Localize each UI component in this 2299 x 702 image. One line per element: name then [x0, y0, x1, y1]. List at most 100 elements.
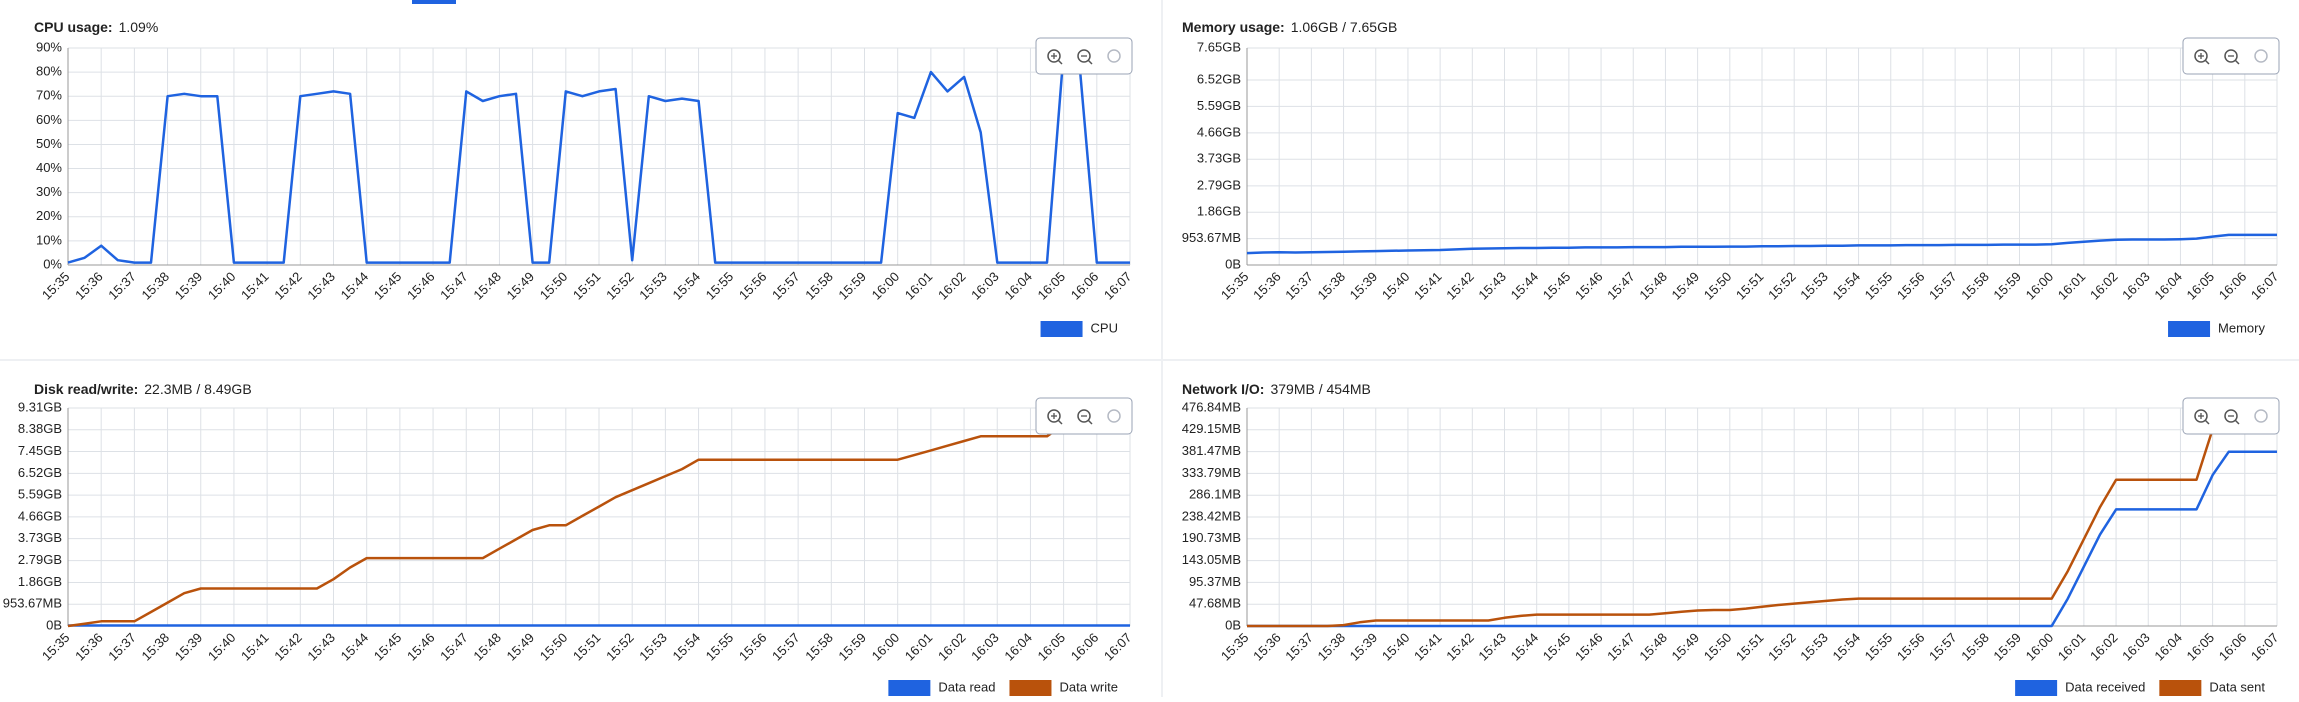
x-tick-label: 15:52 [1765, 630, 1799, 664]
zoom-in-button[interactable] [2194, 49, 2210, 65]
x-tick-label: 15:54 [1829, 269, 1863, 303]
y-tick-label: 5.59GB [18, 487, 62, 502]
x-tick-label: 15:58 [802, 269, 836, 303]
x-tick-label: 15:43 [304, 269, 338, 303]
x-tick-label: 15:54 [669, 269, 703, 303]
zoom-in-button[interactable] [1047, 409, 1063, 425]
x-tick-label: 15:44 [338, 630, 372, 664]
y-tick-label: 381.47MB [1182, 443, 1241, 458]
icon [1047, 409, 1061, 423]
icon [1087, 59, 1093, 65]
reset-button[interactable] [2254, 49, 2268, 63]
x-tick-label: 16:01 [902, 630, 936, 664]
x-tick-label: 15:51 [1733, 630, 1767, 664]
series-line [67, 407, 1082, 628]
x-tick-label: 15:37 [105, 269, 139, 303]
y-tick-label: 0B [1225, 617, 1241, 632]
x-tick-label: 15:52 [1765, 269, 1799, 303]
x-tick-label: 15:37 [1282, 630, 1316, 664]
icon [2254, 49, 2268, 63]
series-line [67, 51, 1130, 264]
legend-label: Memory [2218, 320, 2265, 335]
x-tick-label: 16:05 [1035, 630, 1069, 664]
zoom-in-button[interactable] [1047, 49, 1063, 65]
x-tick-label: 15:44 [338, 269, 372, 303]
y-tick-label: 286.1MB [1189, 487, 1241, 502]
x-tick-label: 15:40 [205, 630, 239, 664]
x-tick-label: 16:04 [2151, 269, 2185, 303]
x-tick-label: 16:04 [1001, 269, 1035, 303]
x-tick-label: 15:36 [1250, 269, 1284, 303]
x-tick-label: 16:07 [2248, 630, 2282, 664]
x-tick-label: 15:47 [437, 269, 471, 303]
y-tick-label: 20% [36, 208, 62, 223]
reset-button[interactable] [1107, 49, 1121, 63]
x-tick-label: 16:05 [2184, 630, 2218, 664]
y-tick-label: 8.38GB [18, 421, 62, 436]
x-tick-label: 15:49 [1669, 269, 1703, 303]
legend-swatch [1040, 321, 1083, 337]
x-tick-label: 15:50 [537, 269, 571, 303]
x-tick-label: 15:56 [736, 630, 770, 664]
icon [2234, 419, 2240, 425]
x-tick-label: 15:53 [636, 630, 670, 664]
x-tick-label: 15:46 [404, 269, 438, 303]
zoom-out-button[interactable] [1077, 49, 1093, 65]
x-tick-label: 15:43 [304, 630, 338, 664]
y-tick-label: 40% [36, 160, 62, 175]
x-tick-label: 15:45 [371, 630, 405, 664]
y-tick-label: 6.52GB [1197, 71, 1241, 86]
y-tick-label: 476.84MB [1182, 399, 1241, 414]
x-tick-label: 15:57 [1926, 269, 1960, 303]
x-tick-label: 15:41 [1411, 630, 1445, 664]
icon [1077, 409, 1091, 423]
y-tick-label: 4.66GB [18, 508, 62, 523]
x-tick-label: 15:57 [1926, 630, 1960, 664]
x-tick-label: 16:00 [2023, 630, 2057, 664]
zoom-out-button[interactable] [2224, 49, 2240, 65]
legend-label: Data sent [2209, 679, 2265, 694]
x-tick-label: 15:40 [1379, 269, 1413, 303]
icon [2194, 49, 2208, 63]
x-tick-label: 15:52 [603, 630, 637, 664]
x-tick-label: 16:07 [1101, 269, 1135, 303]
title: Memory usage: [1182, 19, 1285, 35]
x-tick-label: 15:59 [1990, 630, 2024, 664]
icon [2194, 409, 2208, 423]
series-line [1246, 233, 2277, 255]
x-tick-label: 16:02 [935, 630, 969, 664]
reset-button[interactable] [1107, 409, 1121, 423]
zoom-out-button[interactable] [1077, 409, 1093, 425]
x-tick-label: 16:03 [2119, 269, 2153, 303]
icon [1107, 409, 1121, 423]
x-tick-label: 15:49 [504, 630, 538, 664]
zoom-out-button[interactable] [2224, 409, 2240, 425]
x-tick-label: 15:47 [1604, 269, 1638, 303]
y-tick-label: 47.68MB [1189, 596, 1241, 611]
x-tick-label: 15:48 [470, 630, 504, 664]
x-tick-label: 15:55 [1862, 269, 1896, 303]
x-tick-label: 15:48 [1636, 630, 1670, 664]
legend-label: Data read [938, 679, 995, 694]
x-tick-label: 16:05 [2184, 269, 2218, 303]
x-tick-label: 16:04 [1001, 630, 1035, 664]
x-tick-label: 15:59 [835, 269, 869, 303]
x-tick-label: 15:47 [1604, 630, 1638, 664]
y-tick-label: 953.67MB [3, 596, 62, 611]
zoom-in-button[interactable] [2194, 409, 2210, 425]
y-tick-label: 60% [36, 112, 62, 127]
x-tick-label: 15:42 [1443, 630, 1477, 664]
x-tick-label: 15:49 [504, 269, 538, 303]
x-tick-label: 15:55 [1862, 630, 1896, 664]
x-tick-label: 15:35 [1218, 269, 1252, 303]
title: CPU usage: [34, 19, 113, 35]
y-tick-label: 6.52GB [18, 465, 62, 480]
x-tick-label: 15:59 [1990, 269, 2024, 303]
y-tick-label: 953.67MB [1182, 230, 1241, 245]
x-tick-label: 15:57 [769, 630, 803, 664]
reset-button[interactable] [2254, 409, 2268, 423]
icon [2224, 49, 2238, 63]
x-tick-label: 16:01 [2055, 269, 2089, 303]
y-tick-label: 7.65GB [1197, 39, 1241, 54]
